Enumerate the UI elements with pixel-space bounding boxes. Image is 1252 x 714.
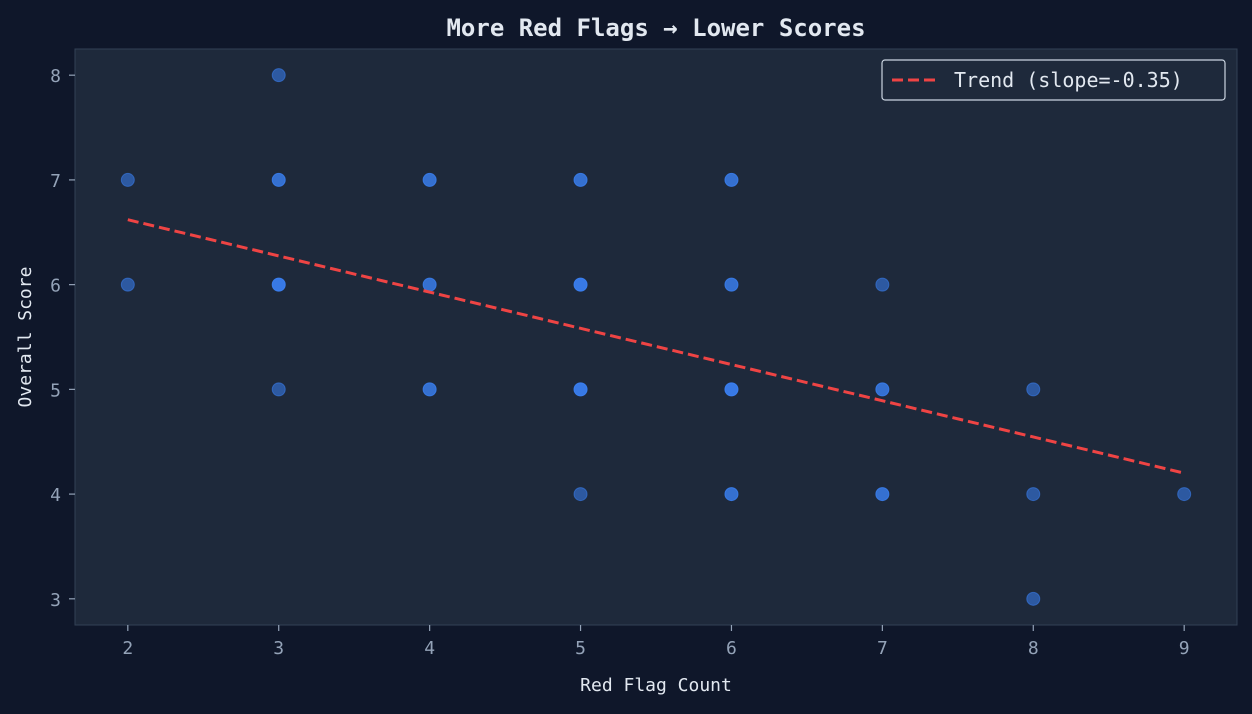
scatter-point [120, 277, 135, 292]
y-tick-label: 8 [50, 66, 61, 87]
scatter-point [422, 382, 437, 397]
chart-title: More Red Flags → Lower Scores [446, 14, 865, 42]
y-tick-label: 5 [50, 380, 61, 401]
scatter-point [573, 172, 588, 187]
x-tick-label: 8 [1028, 638, 1039, 659]
scatter-point [573, 277, 588, 292]
y-tick-label: 7 [50, 171, 61, 192]
trend-line [127, 218, 1185, 475]
scatter-point [724, 382, 739, 397]
scatter-points [120, 68, 1192, 606]
legend: Trend (slope=-0.35) [881, 59, 1226, 101]
scatter-point [573, 382, 588, 397]
scatter-point [1026, 382, 1041, 397]
legend-trend-label: Trend (slope=-0.35) [954, 68, 1183, 92]
scatter-point [271, 382, 286, 397]
scatter-point [271, 68, 286, 83]
scatter-point [271, 172, 286, 187]
scatter-point [422, 277, 437, 292]
y-tick-label: 6 [50, 276, 61, 297]
scatter-point [120, 172, 135, 187]
scatter-point [875, 277, 890, 292]
x-axis: 2 3 4 5 6 7 8 9 [122, 625, 1190, 659]
scatter-point [422, 172, 437, 187]
scatter-point [724, 172, 739, 187]
scatter-point [875, 487, 890, 502]
y-tick-label: 4 [50, 485, 61, 506]
x-tick-label: 3 [273, 638, 284, 659]
y-axis: 3 4 5 6 7 8 [50, 66, 75, 611]
x-tick-label: 6 [726, 638, 737, 659]
x-tick-label: 2 [122, 638, 133, 659]
x-tick-label: 7 [877, 638, 888, 659]
x-tick-label: 5 [575, 638, 586, 659]
scatter-point [573, 487, 588, 502]
y-tick-label: 3 [50, 590, 61, 611]
legend-box [881, 59, 1226, 101]
x-axis-label: Red Flag Count [580, 675, 732, 696]
scatter-point [271, 277, 286, 292]
trend-line-group [127, 218, 1185, 475]
plot-area [74, 48, 1238, 626]
x-tick-label: 4 [424, 638, 435, 659]
scatter-point [724, 277, 739, 292]
scatter-point [1026, 487, 1041, 502]
scatter-point [1026, 591, 1041, 606]
y-axis-label: Overall Score [15, 267, 36, 408]
scatter-point [875, 382, 890, 397]
x-tick-label: 9 [1179, 638, 1190, 659]
scatter-point [724, 487, 739, 502]
scatter-point [1177, 487, 1192, 502]
